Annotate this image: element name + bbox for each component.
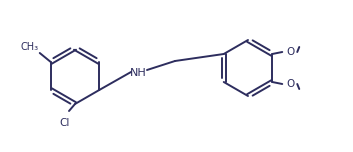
Text: CH₃: CH₃ [20,42,39,52]
Text: O: O [286,47,294,57]
Text: Cl: Cl [60,118,70,128]
Text: NH: NH [130,68,146,78]
Text: O: O [286,79,294,89]
